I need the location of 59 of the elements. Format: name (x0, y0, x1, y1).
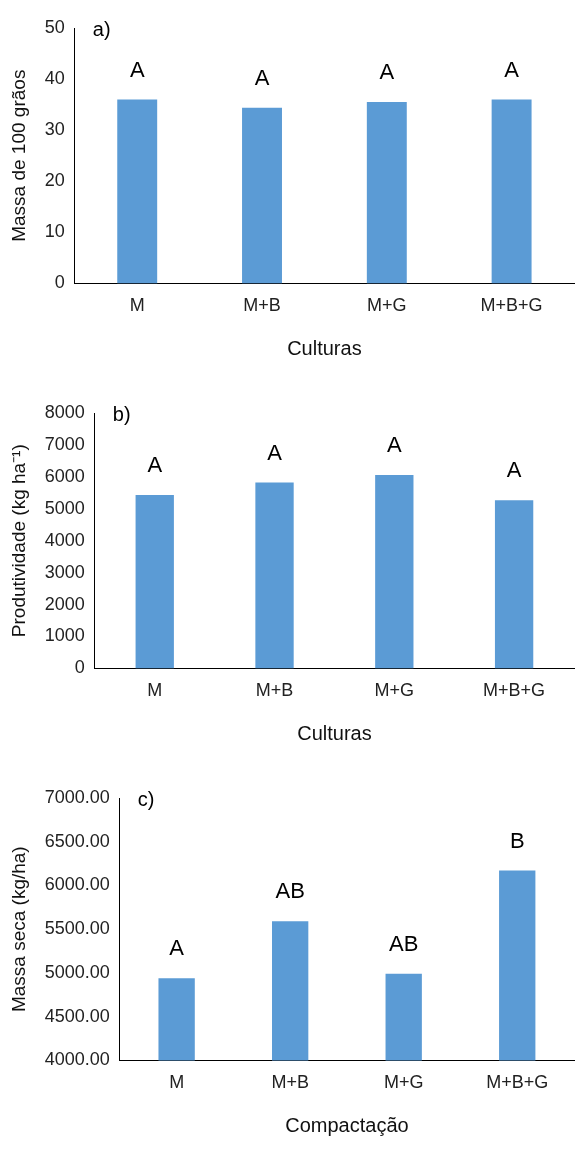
x-tick-label: M+B (255, 680, 294, 701)
x-axis-title: Culturas (297, 721, 372, 744)
x-tick-label: M+B (271, 1072, 309, 1093)
chart-title: c) (137, 787, 155, 810)
annotation: A (267, 439, 283, 465)
annotation: A (504, 56, 520, 82)
x-tick-label: M+B+G (483, 680, 546, 701)
y-tick-label: 1000 (44, 625, 85, 646)
chart-title: b) (112, 402, 131, 425)
x-tick-label: M+G (367, 295, 407, 316)
annotation: A (254, 64, 270, 90)
y-tick-label: 2000 (44, 593, 85, 614)
y-tick-label: 0 (54, 272, 65, 293)
annotation: A (506, 457, 522, 483)
x-tick-label: M+B+G (480, 295, 543, 316)
y-tick-label: 6500.00 (44, 830, 110, 851)
x-tick-label: M (129, 295, 145, 316)
y-tick-label: 5500.00 (44, 918, 110, 939)
bar (242, 107, 282, 284)
y-tick-label: 5000 (44, 497, 85, 518)
x-tick-label: M (147, 680, 163, 701)
x-axis-title: Compactação (285, 1113, 409, 1136)
x-tick-label: M (169, 1072, 185, 1093)
annotation: AB (389, 930, 419, 956)
annotation: A (386, 432, 402, 457)
y-tick-label: 8000 (44, 401, 85, 422)
x-tick-label: M+B (243, 295, 281, 316)
y-tick-label: 6000.00 (44, 874, 110, 895)
annotation: A (129, 56, 145, 82)
bar (491, 99, 532, 284)
y-tick-label: 30 (44, 119, 65, 140)
annotation: AB (275, 878, 305, 904)
annotation: A (147, 452, 163, 478)
y-axis-title: Produtividade (kg ha⁻¹) (7, 444, 29, 638)
y-tick-label: 50 (44, 16, 65, 37)
y-tick-label: 6000 (44, 465, 85, 486)
y-tick-label: 4500.00 (44, 1005, 110, 1026)
y-tick-label: 4000 (44, 529, 85, 550)
y-axis-title: Massa seca (kg/ha) (7, 846, 29, 1013)
bar (366, 102, 407, 284)
y-tick-label: 40 (44, 68, 65, 89)
annotation: B (509, 827, 525, 853)
chart-title: a) (92, 17, 111, 40)
x-axis-title: Culturas (287, 336, 362, 359)
y-tick-label: 5000.00 (44, 961, 110, 982)
y-tick-label: 3000 (44, 561, 85, 582)
annotation: A (379, 59, 395, 85)
y-tick-label: 20 (44, 170, 65, 191)
y-tick-label: 10 (44, 221, 65, 242)
x-tick-label: M+G (374, 680, 415, 701)
y-tick-label: 0 (74, 657, 85, 678)
x-tick-label: M+G (383, 1072, 424, 1093)
y-axis-title: Massa de 100 grãos (7, 69, 29, 242)
annotation: A (169, 935, 185, 961)
y-tick-label: 7000 (44, 433, 85, 454)
x-tick-label: M+B+G (486, 1072, 549, 1093)
bar (117, 99, 158, 284)
y-tick-label: 4000.00 (44, 1049, 110, 1070)
y-tick-label: 7000.00 (44, 786, 110, 807)
